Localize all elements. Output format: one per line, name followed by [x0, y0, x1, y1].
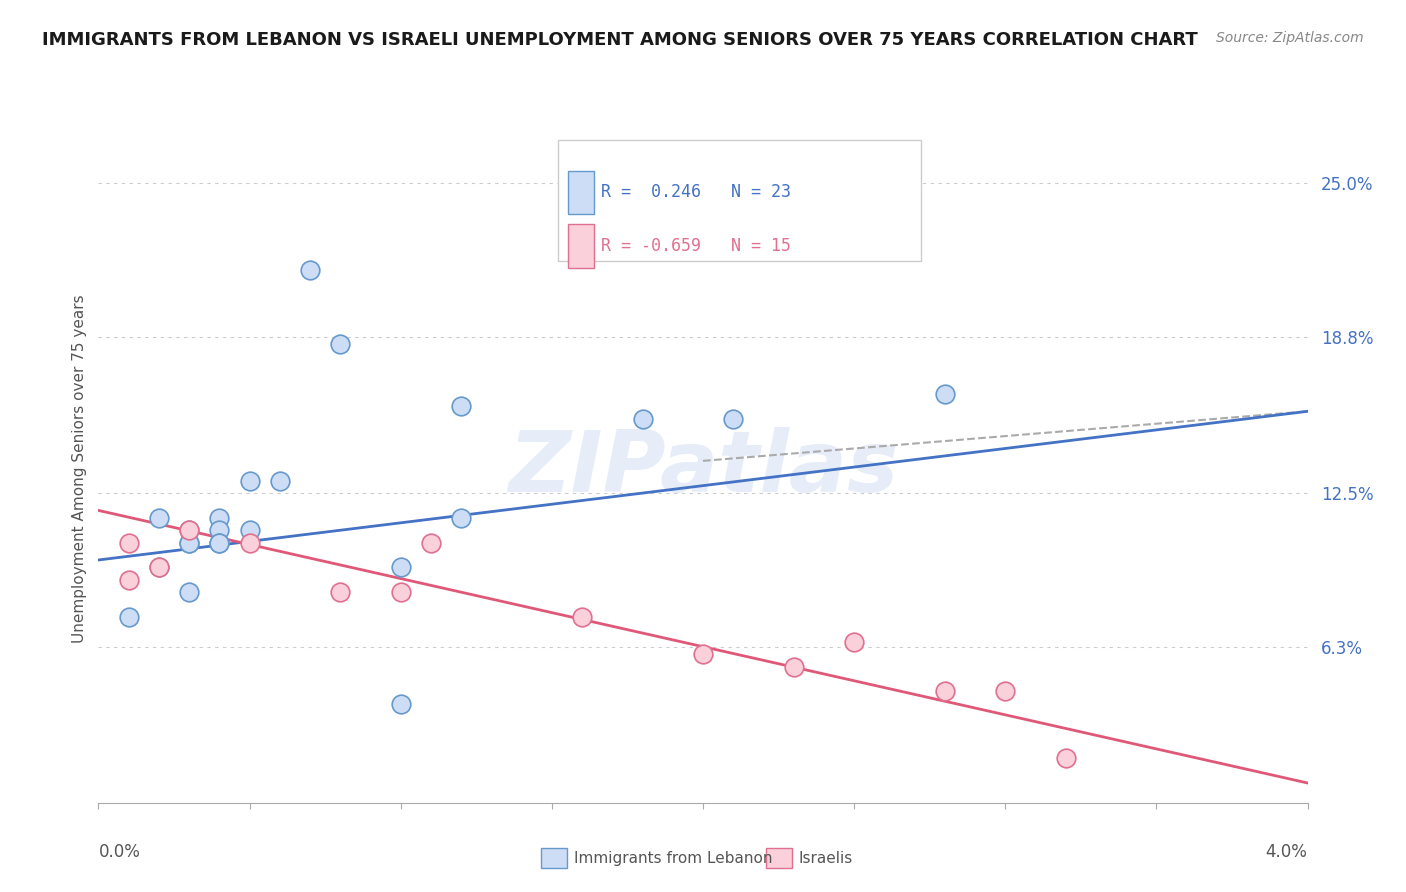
Point [994, 684, 1017, 698]
Point [299, 263, 322, 277]
Point [118, 535, 141, 549]
Text: ZIPatlas: ZIPatlas [508, 426, 898, 510]
Text: R = -0.659   N = 15: R = -0.659 N = 15 [602, 237, 792, 255]
Point [148, 560, 170, 574]
Point [389, 585, 412, 599]
Point [631, 411, 654, 425]
Point [844, 634, 866, 648]
Text: 4.0%: 4.0% [1265, 843, 1308, 861]
Point [208, 523, 231, 537]
Point [179, 585, 201, 599]
Point [179, 523, 201, 537]
Point [692, 647, 714, 661]
Point [1054, 751, 1077, 765]
Text: Israelis: Israelis [799, 851, 853, 865]
Point [118, 573, 141, 587]
Point [782, 659, 804, 673]
Point [148, 511, 170, 525]
Y-axis label: Unemployment Among Seniors over 75 years: Unemployment Among Seniors over 75 years [72, 294, 87, 642]
Point [389, 697, 412, 711]
Point [239, 535, 262, 549]
Point [571, 610, 593, 624]
Point [419, 535, 441, 549]
Point [329, 337, 352, 351]
Point [239, 474, 262, 488]
Point [208, 535, 231, 549]
Point [179, 535, 201, 549]
Point [450, 511, 472, 525]
Point [269, 474, 291, 488]
Point [208, 535, 231, 549]
Point [389, 560, 412, 574]
Point [239, 523, 262, 537]
Text: Source: ZipAtlas.com: Source: ZipAtlas.com [1216, 31, 1364, 45]
Text: Immigrants from Lebanon: Immigrants from Lebanon [574, 851, 772, 865]
Point [934, 387, 956, 401]
Point [208, 511, 231, 525]
Point [118, 610, 141, 624]
Point [723, 411, 745, 425]
Point [329, 585, 352, 599]
Point [179, 523, 201, 537]
Point [179, 535, 201, 549]
Point [450, 400, 472, 414]
Point [934, 684, 956, 698]
Text: IMMIGRANTS FROM LEBANON VS ISRAELI UNEMPLOYMENT AMONG SENIORS OVER 75 YEARS CORR: IMMIGRANTS FROM LEBANON VS ISRAELI UNEMP… [42, 31, 1198, 49]
Text: R =  0.246   N = 23: R = 0.246 N = 23 [602, 184, 792, 202]
Text: 0.0%: 0.0% [98, 843, 141, 861]
Point [148, 560, 170, 574]
